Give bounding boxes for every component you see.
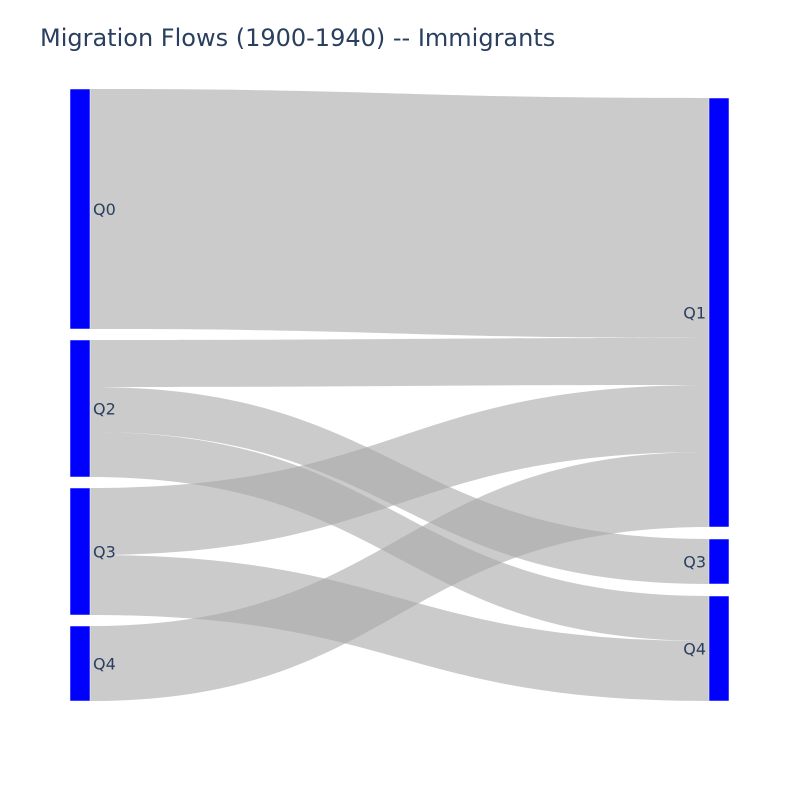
link-q4-to-q1[interactable]	[90, 452, 709, 701]
node-source-q4[interactable]	[69, 625, 91, 702]
node-label-target-q4: Q4	[683, 640, 706, 659]
node-label-source-q2: Q2	[93, 400, 116, 419]
node-label-target-q3: Q3	[683, 553, 706, 572]
links-group	[90, 89, 709, 701]
link-q0-to-q1[interactable]	[90, 89, 709, 338]
node-label-source-q3: Q3	[93, 543, 116, 562]
node-source-q3[interactable]	[69, 487, 91, 616]
node-target-q1[interactable]	[708, 97, 730, 528]
node-target-q4[interactable]	[708, 595, 730, 702]
node-label-target-q1: Q1	[683, 304, 706, 323]
node-source-q0[interactable]	[69, 88, 91, 330]
node-source-q2[interactable]	[69, 339, 91, 478]
chart-title: Migration Flows (1900-1940) -- Immigrant…	[40, 24, 556, 52]
link-q3-to-q1[interactable]	[90, 385, 709, 555]
node-target-q3[interactable]	[708, 538, 730, 585]
node-label-source-q4: Q4	[93, 655, 116, 674]
node-label-source-q0: Q0	[93, 200, 116, 219]
link-q3-to-q4[interactable]	[90, 555, 709, 701]
link-q2-to-q1[interactable]	[90, 338, 709, 387]
